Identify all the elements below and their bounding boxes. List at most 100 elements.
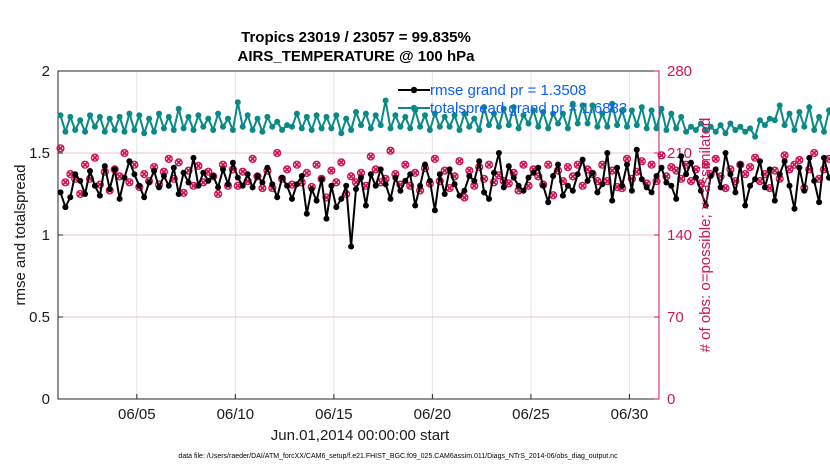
data-point-rmse [141, 194, 148, 201]
data-point-assimilated [91, 154, 99, 162]
data-point-totalspread [466, 123, 473, 130]
data-point-rmse [658, 164, 665, 171]
data-point-totalspread [382, 97, 389, 104]
data-point-assimilated [786, 165, 793, 173]
data-point-assimilated [249, 155, 257, 163]
y-tick-label: 0.5 [29, 309, 50, 326]
data-point-totalspread [796, 109, 803, 115]
data-point-totalspread [821, 128, 827, 135]
data-point-totalspread [293, 110, 300, 117]
data-point-possible [657, 151, 666, 160]
data-point-rmse [397, 187, 404, 194]
data-point-totalspread [249, 127, 256, 133]
data-point-assimilated [795, 156, 803, 164]
data-point-rmse [136, 182, 143, 189]
data-point-assimilated [204, 168, 212, 176]
data-point-totalspread [210, 127, 217, 133]
data-point-assimilated [579, 182, 587, 190]
data-point-rmse [781, 158, 788, 165]
data-point-totalspread [816, 113, 823, 120]
data-point-rmse [57, 189, 64, 196]
data-point-rmse [210, 173, 217, 179]
data-point-totalspread [757, 117, 763, 124]
data-point-rmse [229, 159, 236, 166]
data-point-totalspread [318, 125, 325, 132]
data-point-rmse [727, 171, 734, 178]
data-point-rmse [692, 174, 699, 181]
data-point-rmse [683, 171, 690, 178]
data-point-possible [61, 178, 70, 187]
data-point-possible [327, 166, 336, 175]
data-point-rmse [372, 182, 379, 189]
data-point-assimilated [76, 190, 84, 198]
data-point-totalspread [727, 120, 734, 127]
data-point-rmse [200, 169, 207, 176]
data-point-totalspread [707, 123, 714, 130]
data-point-totalspread [776, 102, 783, 109]
data-point-rmse [826, 174, 830, 181]
data-point-totalspread [387, 125, 394, 132]
series-assimilated [57, 144, 830, 201]
data-point-totalspread [195, 112, 202, 119]
data-point-possible [701, 160, 710, 169]
data-point-rmse [663, 179, 670, 186]
data-point-rmse [530, 169, 537, 176]
data-point-totalspread [766, 115, 773, 122]
data-point-assimilated [180, 189, 188, 197]
data-point-totalspread [156, 110, 162, 117]
data-point-totalspread [451, 112, 458, 119]
data-point-totalspread [742, 128, 749, 135]
data-point-totalspread [505, 122, 512, 129]
data-point-assimilated [712, 155, 720, 163]
series-totalspread [57, 97, 830, 140]
data-point-totalspread [806, 104, 813, 111]
series-possible [56, 144, 830, 202]
data-point-rmse [678, 153, 685, 160]
data-point-totalspread [377, 122, 384, 129]
data-point-totalspread [550, 110, 557, 117]
data-point-rmse [628, 187, 635, 194]
data-point-totalspread [697, 120, 704, 127]
data-point-assimilated [456, 157, 463, 165]
data-point-totalspread [101, 128, 108, 135]
x-axis: 06/05 06/10 06/15 06/20 06/25 06/30 [118, 394, 648, 423]
data-point-assimilated [259, 184, 266, 192]
data-point-rmse [106, 186, 113, 193]
data-point-totalspread [279, 127, 286, 133]
data-point-rmse [289, 195, 295, 202]
data-point-totalspread [57, 112, 64, 119]
data-point-assimilated [470, 182, 478, 190]
data-point-assimilated [214, 190, 222, 198]
data-point-assimilated [125, 178, 133, 186]
data-point-possible [337, 158, 346, 167]
data-point-rmse [796, 164, 803, 171]
data-point-assimilated [569, 172, 577, 180]
data-point-possible [810, 148, 819, 158]
data-point-rmse [190, 154, 197, 161]
data-point-rmse [407, 171, 414, 178]
data-point-assimilated [771, 167, 779, 175]
data-point-assimilated [283, 165, 291, 173]
data-point-assimilated [61, 178, 69, 186]
data-point-rmse [495, 150, 502, 156]
data-point-rmse [471, 177, 478, 184]
data-point-assimilated [327, 167, 335, 175]
data-point-assimilated [431, 155, 439, 163]
data-point-totalspread [476, 127, 483, 133]
data-point-totalspread [239, 123, 246, 130]
data-point-possible [489, 178, 499, 187]
data-point-totalspread [284, 122, 291, 129]
data-point-rmse [131, 171, 138, 178]
data-point-totalspread [722, 130, 729, 137]
data-point-assimilated [140, 170, 148, 178]
data-point-rmse [436, 171, 443, 178]
data-point-totalspread [91, 123, 98, 130]
data-point-rmse [786, 182, 793, 189]
data-point-totalspread [323, 113, 330, 120]
y-tick-label: 1 [42, 227, 50, 244]
data-point-rmse [274, 194, 281, 201]
data-point-totalspread [535, 123, 542, 130]
data-point-possible [283, 165, 292, 174]
data-point-totalspread [540, 109, 547, 115]
data-point-totalspread [160, 125, 167, 132]
